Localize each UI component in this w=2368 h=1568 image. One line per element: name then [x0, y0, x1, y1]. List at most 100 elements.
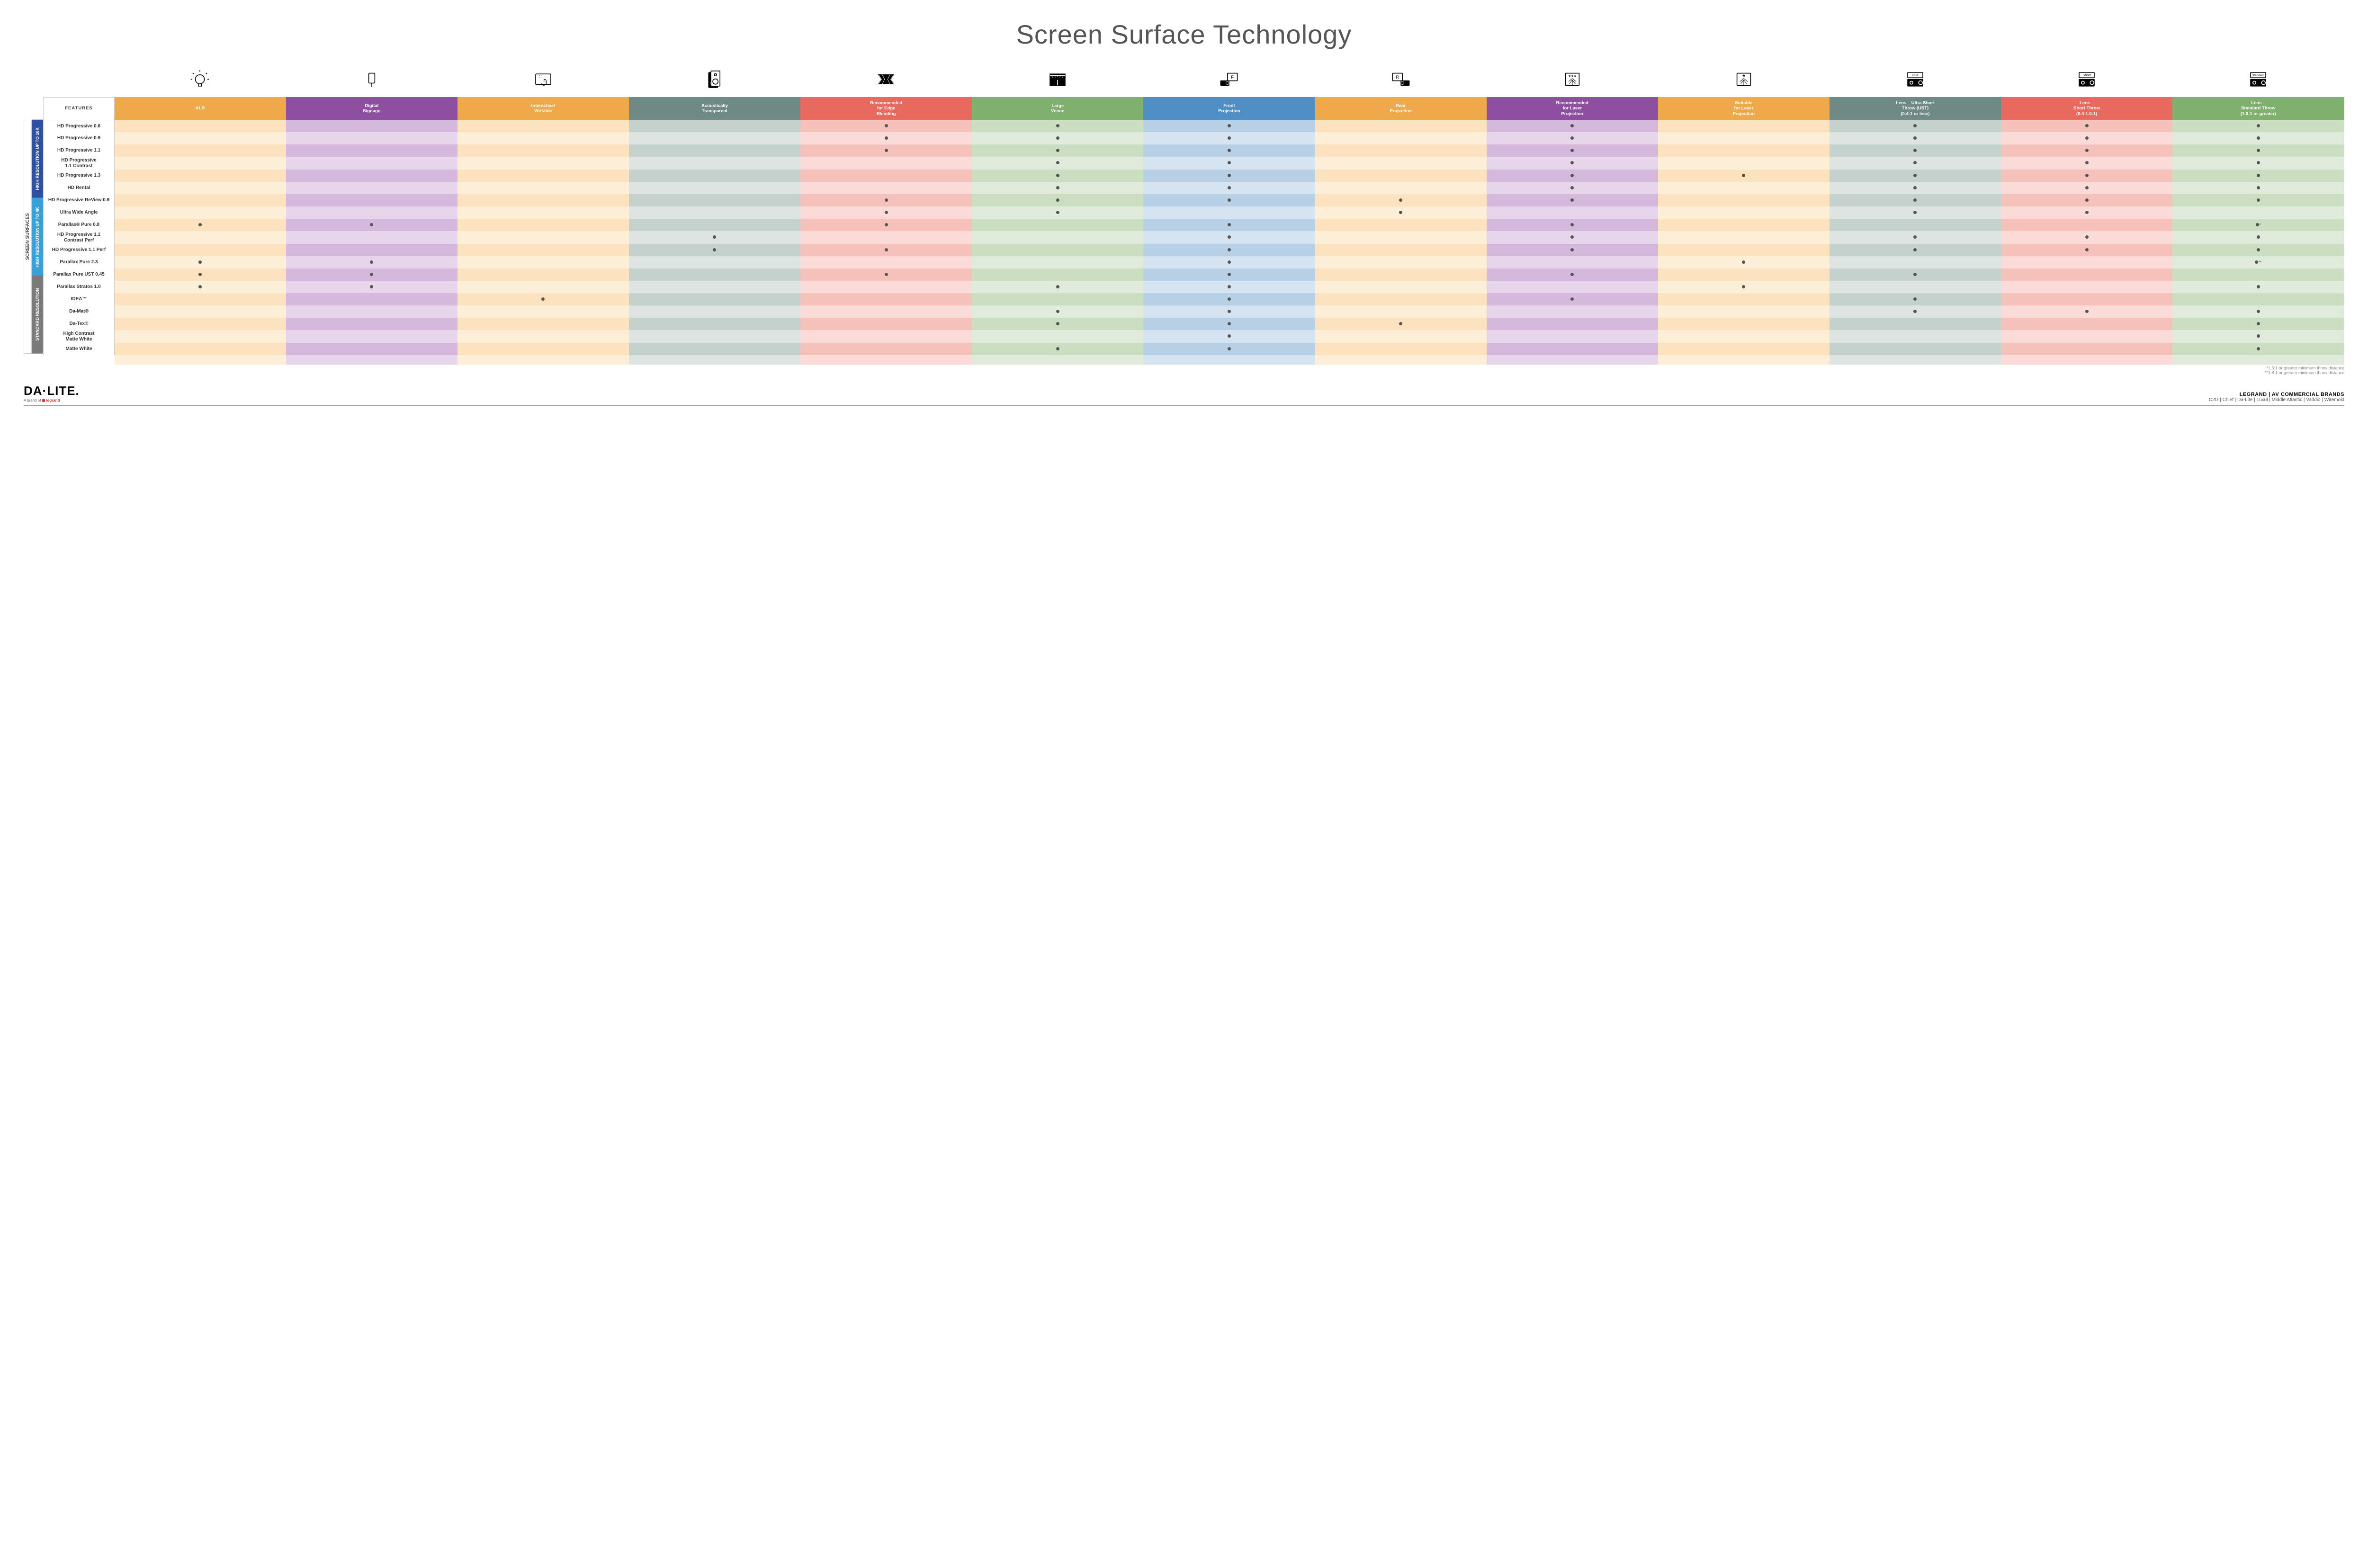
data-cell: [800, 194, 972, 206]
data-cell: [115, 120, 286, 132]
row-label: HD Progressive 1.3: [44, 170, 115, 182]
data-cell: [286, 330, 457, 343]
data-cell: [2001, 293, 2172, 305]
data-cell: [457, 219, 629, 231]
column-header-short: Lens –Short Throw(0.4-1.0:1): [2001, 97, 2172, 120]
row-label: Matte White: [44, 343, 115, 355]
data-cell: [1143, 206, 1315, 219]
data-cell: [972, 170, 1143, 182]
column-header-ust: Lens – Ultra ShortThrow (UST)(0.4:1 or l…: [1830, 97, 2001, 120]
data-cell: [115, 231, 286, 244]
data-cell: [972, 318, 1143, 330]
data-cell: [800, 182, 972, 194]
data-cell: [629, 318, 800, 330]
brands-block: LEGRAND | AV COMMERCIAL BRANDS C2G | Chi…: [2209, 392, 2344, 403]
data-cell: [2001, 194, 2172, 206]
data-cell: [2172, 182, 2344, 194]
data-cell: [972, 343, 1143, 355]
data-cell: [115, 293, 286, 305]
column-header-edge: Recommendedfor EdgeBlending: [800, 97, 972, 120]
data-cell: [1830, 157, 2001, 170]
row-label: HD Progressive ReView 0.9: [44, 194, 115, 206]
data-cell: [1658, 120, 1830, 132]
data-cell: [1658, 157, 1830, 170]
footnotes: *1.5:1 or greater minimum throw distance…: [43, 366, 2344, 375]
column-icon-short: Short: [2001, 64, 2172, 97]
row-label: HD Progressive 1.1 Perf: [44, 244, 115, 256]
data-cell: [2001, 281, 2172, 293]
data-cell: [286, 231, 457, 244]
data-cell: [2172, 330, 2344, 343]
data-cell: [457, 120, 629, 132]
data-cell: [1830, 219, 2001, 231]
data-cell: [1315, 231, 1486, 244]
column-icon-suitlaser: ★: [1658, 64, 1830, 97]
column-header-alr: ALR: [115, 97, 286, 120]
column-header-rear: RearProjection: [1315, 97, 1486, 120]
data-cell: [2001, 219, 2172, 231]
data-cell: [1143, 194, 1315, 206]
data-cell: [972, 305, 1143, 318]
data-cell: [2001, 244, 2172, 256]
data-cell: [1487, 144, 1658, 157]
data-cell: [1143, 157, 1315, 170]
data-cell: [2172, 132, 2344, 144]
data-cell: [1143, 256, 1315, 269]
brands-list: C2G | Chief | Da-Lite | Luxul | Middle A…: [2209, 397, 2344, 403]
data-cell: [286, 343, 457, 355]
data-cell: [1658, 194, 1830, 206]
data-cell: [1487, 330, 1658, 343]
data-cell: [457, 194, 629, 206]
data-cell: [1315, 269, 1486, 281]
data-cell: [2001, 231, 2172, 244]
data-cell: [457, 330, 629, 343]
row-label: Parallax Pure UST 0.45: [44, 269, 115, 281]
svg-text:★: ★: [1742, 73, 1745, 78]
data-cell: [457, 281, 629, 293]
svg-text:F: F: [1231, 74, 1234, 80]
data-cell: [2172, 281, 2344, 293]
data-cell: [1830, 269, 2001, 281]
row-label: HD Progressive 1.1Contrast Perf: [44, 231, 115, 244]
data-cell: [800, 281, 972, 293]
data-cell: [286, 194, 457, 206]
data-cell: [972, 330, 1143, 343]
data-cell: [1830, 132, 2001, 144]
data-cell: [1658, 219, 1830, 231]
data-cell: [629, 144, 800, 157]
data-cell: [1143, 144, 1315, 157]
data-cell: [1315, 318, 1486, 330]
column-header-suitlaser: Suitablefor LaserProjection: [1658, 97, 1830, 120]
svg-text:Standard: Standard: [2252, 74, 2264, 77]
data-cell: [2172, 343, 2344, 355]
data-cell: [972, 206, 1143, 219]
column-header-acoustic: AcousticallyTransparent: [629, 97, 800, 120]
data-cell: [1315, 182, 1486, 194]
data-cell: [2001, 330, 2172, 343]
data-cell: [2172, 318, 2344, 330]
column-icon-ust: UST: [1830, 64, 2001, 97]
row-label: HD Progressive 1.1: [44, 144, 115, 157]
data-cell: [2172, 157, 2344, 170]
column-icon-signage: [286, 64, 457, 97]
data-cell: [800, 206, 972, 219]
data-cell: [972, 293, 1143, 305]
data-cell: [1658, 293, 1830, 305]
data-cell: [286, 120, 457, 132]
data-cell: [972, 132, 1143, 144]
data-cell: [115, 281, 286, 293]
data-cell: [1487, 182, 1658, 194]
data-cell: [800, 256, 972, 269]
data-cell: [2001, 256, 2172, 269]
data-cell: [629, 330, 800, 343]
chart-container: SCREEN SURFACES HIGH RESOLUTION UP TO 16…: [24, 64, 2344, 375]
data-cell: [457, 157, 629, 170]
data-cell: [2001, 170, 2172, 182]
data-cell: [286, 157, 457, 170]
data-cell: [2172, 305, 2344, 318]
data-cell: [115, 170, 286, 182]
data-cell: [1143, 170, 1315, 182]
data-cell: [2172, 144, 2344, 157]
data-cell: [2172, 170, 2344, 182]
column-icon-rear: R: [1315, 64, 1486, 97]
